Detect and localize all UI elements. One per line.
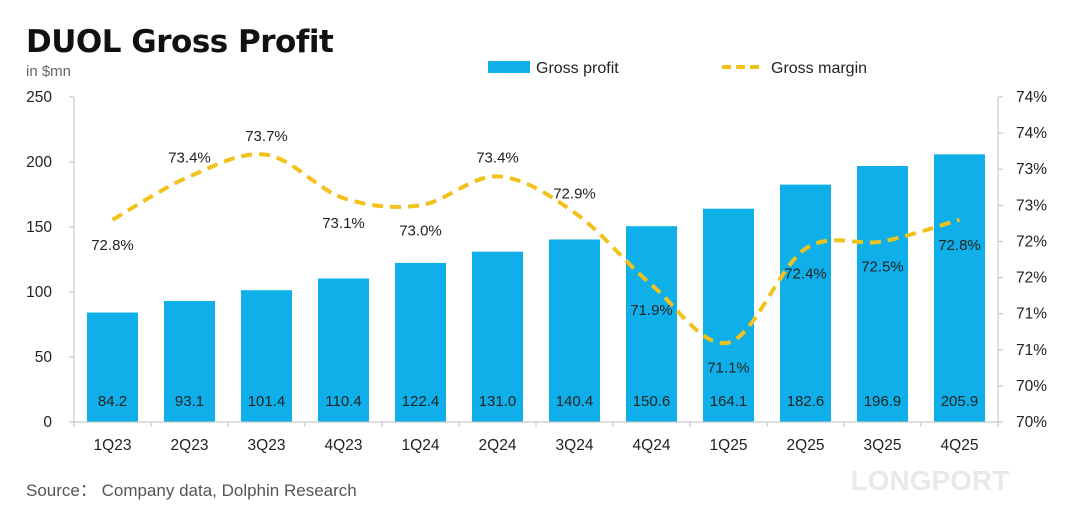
margin-value-label: 73.0% [399, 222, 442, 239]
x-tick-label: 3Q25 [864, 437, 902, 454]
x-tick-label: 2Q24 [479, 437, 517, 454]
left-tick-label: 200 [26, 154, 52, 171]
x-tick-label: 3Q24 [556, 437, 594, 454]
bar [318, 278, 369, 422]
bar-value-label: 164.1 [710, 393, 748, 410]
bar [626, 226, 677, 422]
margin-value-label: 72.8% [938, 237, 981, 254]
bar-value-label: 122.4 [402, 393, 440, 410]
right-tick-label: 72% [1016, 233, 1047, 250]
watermark-text: LONGPORT [851, 465, 1010, 496]
right-tick-label: 70% [1016, 378, 1047, 395]
margin-value-label: 71.9% [630, 302, 673, 319]
bar-value-label: 196.9 [864, 393, 902, 410]
margin-value-label: 73.4% [476, 149, 519, 166]
legend-label-gross-margin: Gross margin [771, 60, 867, 77]
bar-value-label: 205.9 [941, 393, 979, 410]
watermark-layer: LONGPORT [851, 465, 1010, 496]
bar-value-label: 150.6 [633, 393, 671, 410]
bar [549, 239, 600, 422]
x-tick-label: 1Q25 [710, 437, 748, 454]
bar-value-label: 140.4 [556, 393, 594, 410]
bar [164, 301, 215, 422]
margin-value-label: 71.1% [707, 360, 750, 377]
gross-margin-line [111, 152, 961, 346]
unit-label: in $mn [26, 63, 72, 80]
bar-value-label: 84.2 [98, 393, 127, 410]
bar [780, 184, 831, 422]
x-tick-label: 4Q23 [325, 437, 363, 454]
x-tick-label: 3Q23 [248, 437, 286, 454]
bar [934, 154, 985, 423]
left-tick-label: 150 [26, 219, 52, 236]
right-tick-label: 73% [1016, 161, 1047, 178]
right-tick-label: 70% [1016, 414, 1047, 431]
chart-title: DUOL Gross Profit [26, 24, 334, 60]
line-series [111, 152, 961, 346]
x-tick-label: 4Q25 [941, 437, 979, 454]
data-labels: 84.2 93.1 101.4 110.4 122.4 131.0 140.4 150.6 16… [91, 128, 981, 410]
margin-value-label: 72.4% [784, 266, 827, 283]
left-tick-label: 50 [35, 349, 53, 366]
bar [703, 208, 754, 422]
right-tick-label: 74% [1016, 89, 1047, 106]
legend-label-gross-profit: Gross profit [536, 60, 619, 77]
right-tick-label: 73% [1016, 197, 1047, 214]
left-tick-label: 250 [26, 89, 52, 106]
axes: 0 50 100 150 200 250 70% 70% 71% 71% 72% 72% 73% 73% 7… [26, 89, 1047, 454]
bar-value-label: 182.6 [787, 393, 825, 410]
x-tick-label: 2Q25 [787, 437, 825, 454]
source-note: Source： Company data, Dolphin Research [26, 481, 357, 500]
right-tick-label: 71% [1016, 342, 1047, 359]
margin-value-label: 72.8% [91, 237, 134, 254]
margin-value-label: 73.1% [322, 215, 365, 232]
legend-swatch-bar [488, 61, 530, 73]
x-tick-label: 1Q24 [402, 437, 440, 454]
x-tick-label: 2Q23 [171, 437, 209, 454]
left-tick-label: 100 [26, 284, 52, 301]
margin-value-label: 73.7% [245, 128, 288, 145]
bar [87, 312, 138, 422]
bar [395, 262, 446, 422]
right-tick-label: 71% [1016, 306, 1047, 323]
right-tick-label: 72% [1016, 270, 1047, 287]
bar-value-label: 110.4 [325, 393, 361, 410]
bar-value-label: 131.0 [479, 393, 517, 410]
margin-value-label: 72.9% [553, 186, 596, 203]
bar [472, 251, 523, 422]
bar-series [87, 154, 985, 423]
bar [857, 166, 908, 422]
right-tick-label: 74% [1016, 125, 1047, 142]
legend: Gross profit Gross margin [488, 60, 867, 77]
margin-value-label: 72.5% [861, 258, 904, 275]
bar-value-label: 93.1 [175, 393, 204, 410]
bar-value-label: 101.4 [248, 393, 286, 410]
left-tick-label: 0 [43, 414, 52, 431]
x-tick-label: 4Q24 [633, 437, 671, 454]
bar [241, 290, 292, 422]
margin-value-label: 73.4% [168, 149, 211, 166]
x-tick-label: 1Q23 [94, 437, 132, 454]
